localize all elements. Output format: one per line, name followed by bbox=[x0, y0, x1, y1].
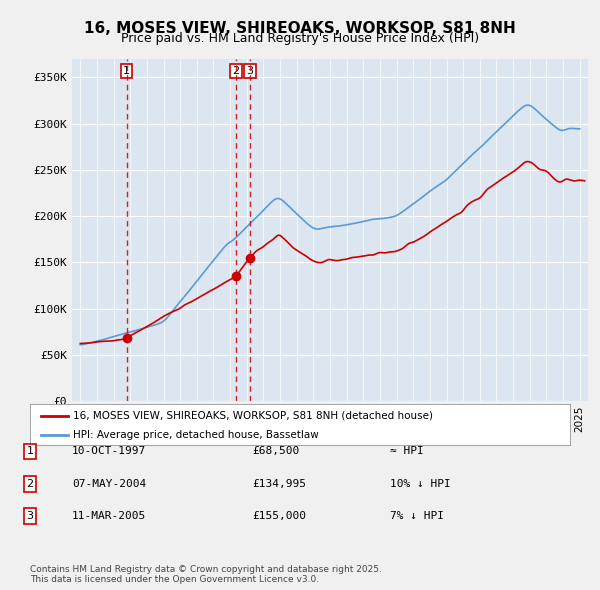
Text: 2: 2 bbox=[26, 479, 34, 489]
Text: Price paid vs. HM Land Registry's House Price Index (HPI): Price paid vs. HM Land Registry's House … bbox=[121, 32, 479, 45]
Text: 10% ↓ HPI: 10% ↓ HPI bbox=[390, 479, 451, 489]
Text: 11-MAR-2005: 11-MAR-2005 bbox=[72, 512, 146, 521]
Text: 2: 2 bbox=[232, 66, 239, 76]
Text: 3: 3 bbox=[247, 66, 253, 76]
Text: Contains HM Land Registry data © Crown copyright and database right 2025.
This d: Contains HM Land Registry data © Crown c… bbox=[30, 565, 382, 584]
Text: £68,500: £68,500 bbox=[252, 447, 299, 456]
Text: 1: 1 bbox=[123, 66, 130, 76]
Text: £155,000: £155,000 bbox=[252, 512, 306, 521]
Text: 07-MAY-2004: 07-MAY-2004 bbox=[72, 479, 146, 489]
Text: 1: 1 bbox=[26, 447, 34, 456]
Text: 7% ↓ HPI: 7% ↓ HPI bbox=[390, 512, 444, 521]
Text: 16, MOSES VIEW, SHIREOAKS, WORKSOP, S81 8NH: 16, MOSES VIEW, SHIREOAKS, WORKSOP, S81 … bbox=[84, 21, 516, 35]
Text: 10-OCT-1997: 10-OCT-1997 bbox=[72, 447, 146, 456]
Text: £134,995: £134,995 bbox=[252, 479, 306, 489]
Text: HPI: Average price, detached house, Bassetlaw: HPI: Average price, detached house, Bass… bbox=[73, 430, 319, 440]
Text: ≈ HPI: ≈ HPI bbox=[390, 447, 424, 456]
Text: 16, MOSES VIEW, SHIREOAKS, WORKSOP, S81 8NH (detached house): 16, MOSES VIEW, SHIREOAKS, WORKSOP, S81 … bbox=[73, 411, 433, 421]
Text: 3: 3 bbox=[26, 512, 34, 521]
